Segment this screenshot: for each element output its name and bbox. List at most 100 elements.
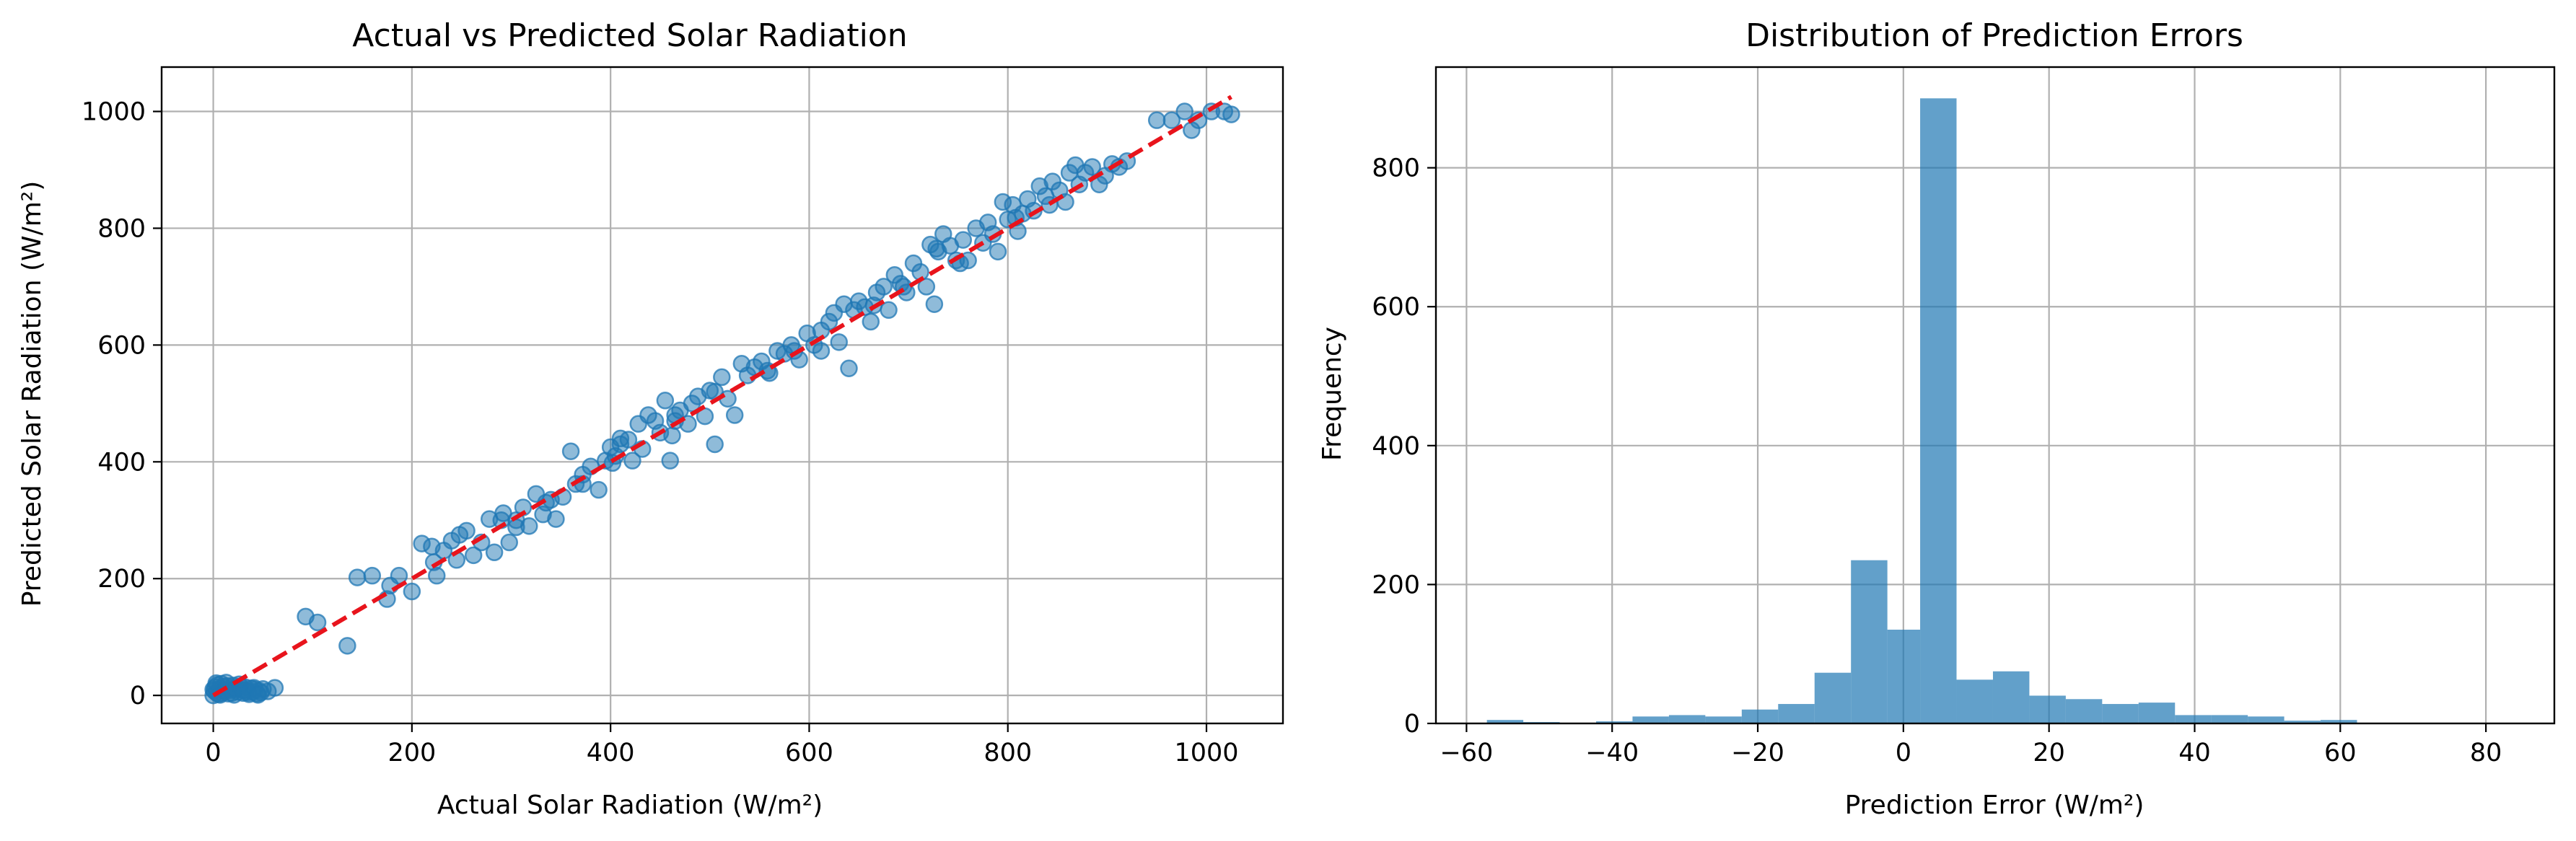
scatter-point <box>249 686 267 704</box>
scatter-point <box>1175 102 1193 120</box>
scatter-title: Actual vs Predicted Solar Radiation <box>352 17 907 54</box>
histogram-bar <box>2065 699 2103 723</box>
scatter-point <box>457 521 476 540</box>
scatter-point <box>403 582 421 601</box>
histogram-x-tick-label: −60 <box>1440 739 1493 767</box>
scatter-point <box>989 242 1007 261</box>
histogram-x-tick-label: −40 <box>1585 739 1639 767</box>
histogram-bar <box>2029 695 2066 723</box>
scatter-point <box>812 342 831 360</box>
scatter-y-tick-label: 200 <box>97 565 146 594</box>
scatter-point <box>1147 111 1166 129</box>
scatter-marks <box>204 94 1240 705</box>
scatter-point <box>623 452 641 470</box>
histogram-bar <box>1992 671 2030 723</box>
scatter-point <box>363 566 382 585</box>
scatter-point <box>880 301 898 320</box>
histogram-bar <box>2211 715 2248 723</box>
histogram-y-tick-label: 0 <box>1404 710 1420 739</box>
histogram-x-tick-label: 0 <box>1896 739 1911 767</box>
scatter-point <box>830 333 848 351</box>
histogram-bar <box>2102 704 2139 723</box>
scatter-point <box>590 480 608 499</box>
histogram-x-tick-label: 80 <box>2470 739 2502 767</box>
histogram-bar <box>1632 716 1669 723</box>
scatter-point <box>1083 158 1101 176</box>
scatter-point <box>862 312 880 331</box>
scatter-x-axis-label: Actual Solar Radiation (W/m²) <box>437 791 823 820</box>
scatter-point <box>875 278 893 296</box>
scatter-y-axis-label: Predicted Solar Radiation (W/m²) <box>17 181 47 607</box>
scatter-point <box>611 435 630 454</box>
histogram-title: Distribution of Prediction Errors <box>1745 17 2243 54</box>
histogram-x-tick-label: 40 <box>2178 739 2211 767</box>
scatter-point <box>561 442 580 460</box>
scatter-y-tick-label: 0 <box>130 682 146 710</box>
scatter-y-tick-label: 1000 <box>82 98 146 127</box>
scatter-point <box>547 510 565 528</box>
histogram-bar <box>2321 720 2357 723</box>
scatter-grid <box>162 67 1283 723</box>
histogram-y-tick-label: 600 <box>1372 293 1420 322</box>
histogram-x-tick-label: 20 <box>2033 739 2065 767</box>
histogram-bars <box>1486 98 2466 724</box>
scatter-point <box>507 518 525 537</box>
scatter-x-tick-label: 0 <box>205 739 221 767</box>
scatter-point <box>925 295 944 313</box>
scatter-point <box>485 543 504 562</box>
scatter-point <box>338 637 356 655</box>
histogram-bar <box>2138 703 2176 723</box>
reference-line <box>212 94 1232 697</box>
scatter-point <box>464 546 483 565</box>
scatter-point <box>927 239 945 258</box>
scatter-point <box>494 504 512 522</box>
scatter-point <box>954 231 973 249</box>
histogram-bar <box>1887 630 1921 723</box>
scatter-point <box>266 679 284 697</box>
scatter-point <box>656 392 675 410</box>
histogram-bar <box>1486 720 1524 723</box>
histogram-bar <box>1705 716 1742 723</box>
histogram-y-tick-label: 800 <box>1372 154 1420 183</box>
histogram-y-tick-label: 400 <box>1372 432 1420 461</box>
scatter-point <box>706 435 724 454</box>
histogram-y-axis-label: Frequency <box>1318 327 1347 461</box>
scatter-point <box>1222 105 1240 123</box>
histogram-y-tick-label: 200 <box>1372 571 1420 599</box>
scatter-chart: 0 200 400 600 800 1000 0 200 400 600 800 1000 Actua… <box>17 17 1284 820</box>
scatter-y-tick-label: 600 <box>97 331 146 360</box>
scatter-x-tick-label: 1000 <box>1174 739 1238 767</box>
histogram-frame <box>1434 66 2556 725</box>
scatter-x-tick-label: 200 <box>387 739 436 767</box>
scatter-point <box>1162 111 1181 129</box>
histogram-axes-border <box>1434 66 2556 725</box>
histogram-bar <box>2248 716 2284 723</box>
scatter-point <box>713 368 731 387</box>
histogram-bar <box>1741 709 1779 723</box>
histogram-bar <box>1668 715 1706 723</box>
histogram-bar <box>1956 679 1993 723</box>
scatter-point <box>308 613 327 632</box>
histogram-bar <box>2284 721 2321 723</box>
scatter-x-tick-label: 800 <box>983 739 1032 767</box>
histogram-x-tick-label: 60 <box>2324 739 2357 767</box>
histogram-x-axis-label: Prediction Error (W/m²) <box>1845 791 2145 820</box>
scatter-point <box>840 359 858 378</box>
scatter-x-tick-label: 600 <box>785 739 833 767</box>
histogram-bar <box>1920 98 1957 724</box>
histogram-bar <box>1778 704 1815 723</box>
histogram-x-tick-label: −20 <box>1731 739 1784 767</box>
scatter-point <box>348 568 367 586</box>
scatter-ticks: 0 200 400 600 800 1000 0 200 400 600 800 1000 <box>82 98 1239 767</box>
scatter-point <box>500 533 519 552</box>
scatter-point <box>663 426 681 445</box>
scatter-axes-border <box>160 66 1284 725</box>
scatter-x-tick-label: 400 <box>587 739 635 767</box>
scatter-point <box>390 566 408 585</box>
scatter-y-tick-label: 800 <box>97 214 146 243</box>
scatter-point <box>917 278 936 296</box>
